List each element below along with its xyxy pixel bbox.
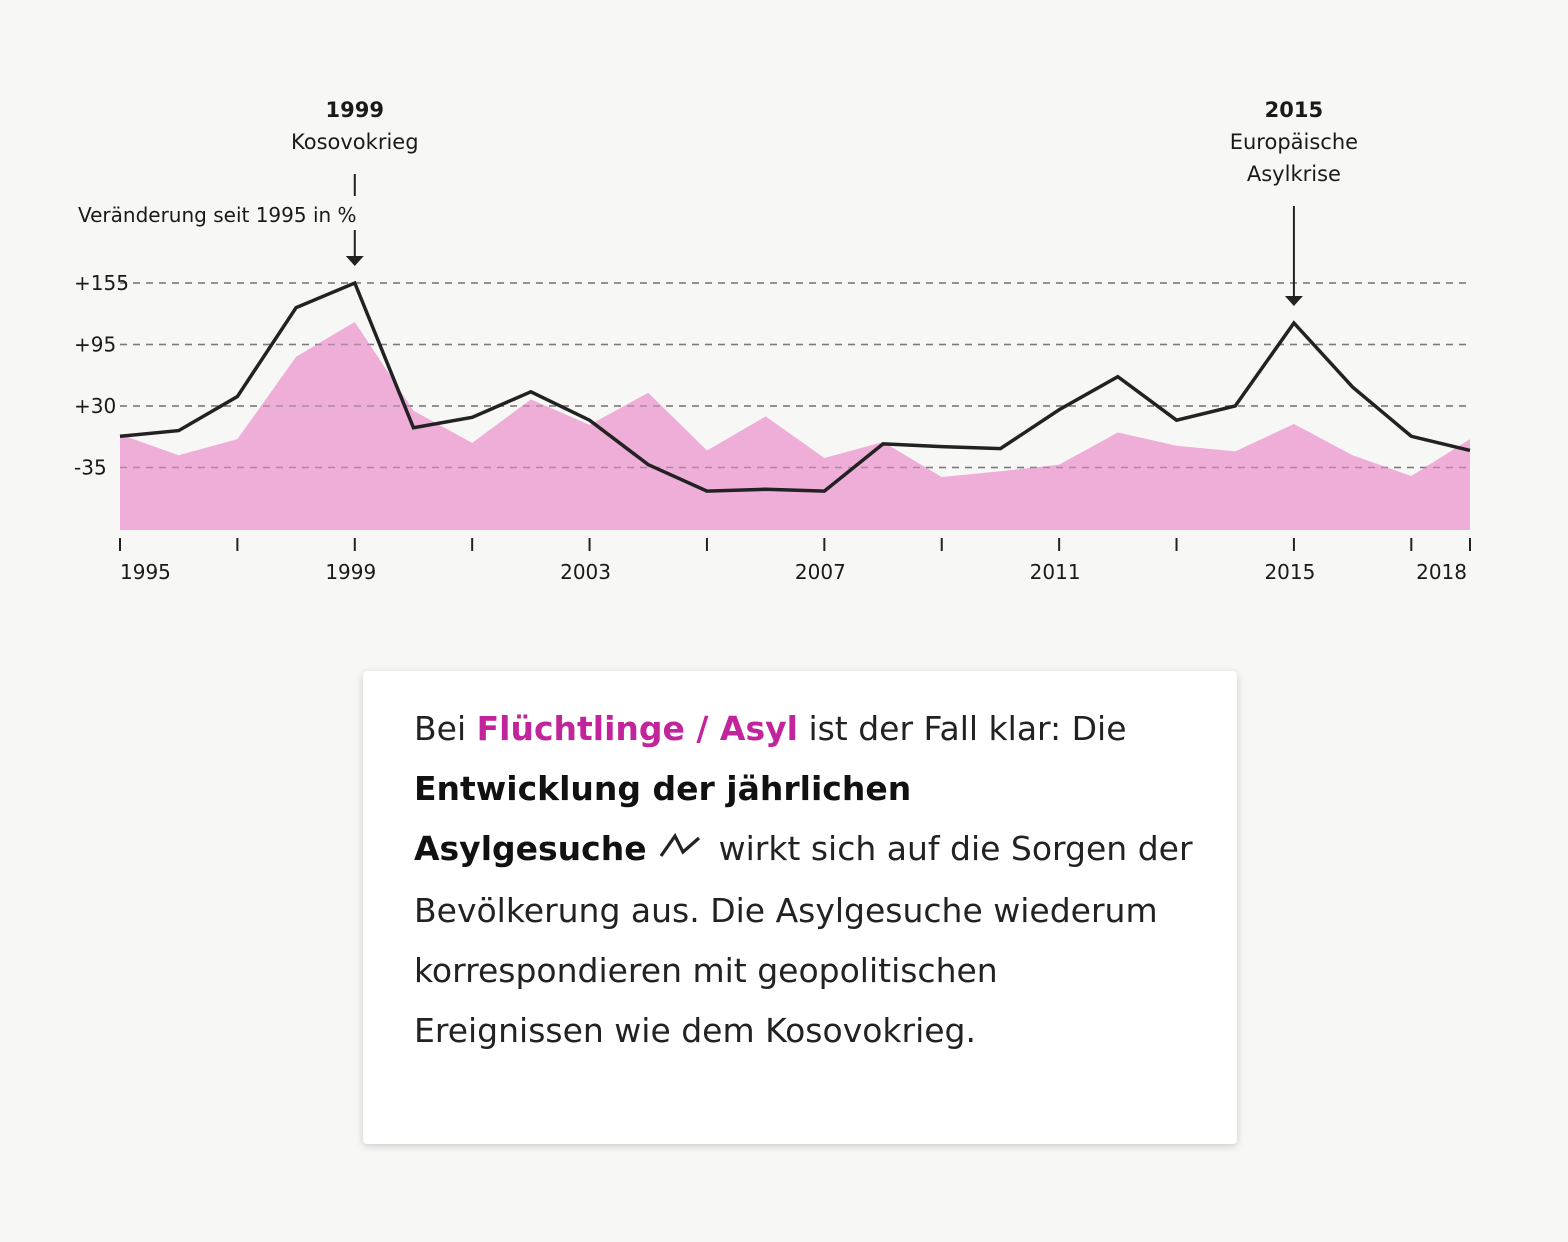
y-tick-label: +95 xyxy=(74,333,116,357)
bold-term-line1: Entwicklung der jährlichen xyxy=(414,769,912,808)
x-tick-label: 1995 xyxy=(120,560,171,584)
y-tick-label: -35 xyxy=(74,456,107,480)
bold-term-line2: Asylgesuche xyxy=(414,829,647,868)
x-tick-label: 2015 xyxy=(1264,560,1315,584)
series-line xyxy=(119,280,1471,493)
description-after-highlight: ist der Fall klar: Die xyxy=(797,709,1127,748)
trend-line-icon xyxy=(659,821,701,881)
description-text: Bei Flüchtlinge / Asyl ist der Fall klar… xyxy=(414,699,1197,1061)
x-tick-label: 2011 xyxy=(1030,560,1081,584)
annotation-text: Kosovokrieg xyxy=(291,130,419,154)
x-tick-label: 2003 xyxy=(560,560,611,584)
annotation-text: Asylkrise xyxy=(1247,162,1341,186)
description-prefix: Bei xyxy=(414,709,477,748)
x-tick-label: 2018 xyxy=(1416,560,1467,584)
highlight-term: Flüchtlinge / Asyl xyxy=(476,709,798,748)
annotation-arrowhead xyxy=(345,256,364,266)
annotation-year: 2015 xyxy=(1265,98,1323,122)
line-series xyxy=(119,280,1471,493)
annotation-arrowhead xyxy=(1284,295,1303,306)
x-axis: 1995 1999 2003 2007 2011 2015 2018 xyxy=(119,538,1471,584)
y-tick-label: +155 xyxy=(74,271,129,295)
annotations: 1999 Kosovokrieg 2015 Europäische Asylkrise xyxy=(291,98,1358,306)
annotation-year: 1999 xyxy=(326,98,384,122)
chart: +155 +95 +30 -35 1995 1999 2003 2007 2011 2015 20… xyxy=(74,98,1471,584)
y-tick-label: +30 xyxy=(74,394,116,418)
annotation-text: Europäische xyxy=(1230,130,1358,154)
x-tick-label: 1999 xyxy=(325,560,376,584)
area-series xyxy=(120,282,1470,530)
x-tick-label: 2007 xyxy=(795,560,846,584)
y-axis: +155 +95 +30 -35 xyxy=(74,271,129,480)
area-fill xyxy=(120,321,1470,530)
description-box: Bei Flüchtlinge / Asyl ist der Fall klar… xyxy=(363,671,1237,1144)
y-axis-label: Veränderung seit 1995 in % xyxy=(78,203,357,227)
description-after-icon: wirkt sich auf die Sorgen der Bevölkerun… xyxy=(414,829,1193,1050)
